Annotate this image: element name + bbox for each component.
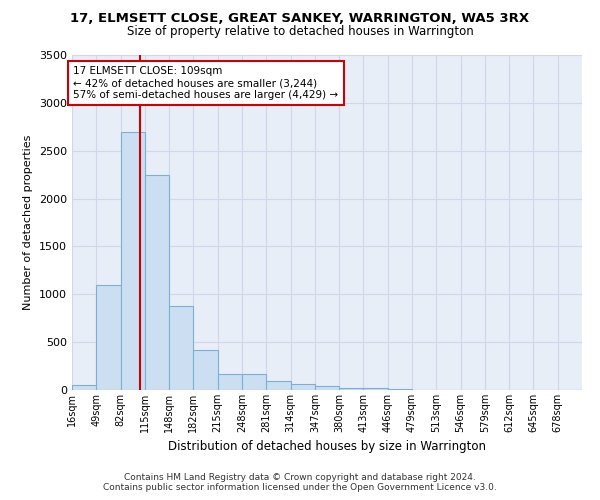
X-axis label: Distribution of detached houses by size in Warrington: Distribution of detached houses by size … [168, 440, 486, 454]
Y-axis label: Number of detached properties: Number of detached properties [23, 135, 34, 310]
Text: 17 ELMSETT CLOSE: 109sqm
← 42% of detached houses are smaller (3,244)
57% of sem: 17 ELMSETT CLOSE: 109sqm ← 42% of detach… [73, 66, 338, 100]
Bar [290, 384, 315, 390]
Text: 17, ELMSETT CLOSE, GREAT SANKEY, WARRINGTON, WA5 3RX: 17, ELMSETT CLOSE, GREAT SANKEY, WARRING… [70, 12, 530, 26]
Bar [169, 306, 193, 390]
Text: Size of property relative to detached houses in Warrington: Size of property relative to detached ho… [127, 25, 473, 38]
Text: Contains HM Land Registry data © Crown copyright and database right 2024.
Contai: Contains HM Land Registry data © Crown c… [103, 473, 497, 492]
Bar [145, 174, 169, 390]
Bar [388, 389, 412, 390]
Bar [121, 132, 145, 390]
Bar [96, 284, 121, 390]
Bar [339, 388, 364, 390]
Bar [193, 350, 218, 390]
Bar [364, 388, 388, 390]
Bar [218, 374, 242, 390]
Bar [242, 374, 266, 390]
Bar [315, 386, 339, 390]
Bar [72, 385, 96, 390]
Bar [266, 382, 290, 390]
